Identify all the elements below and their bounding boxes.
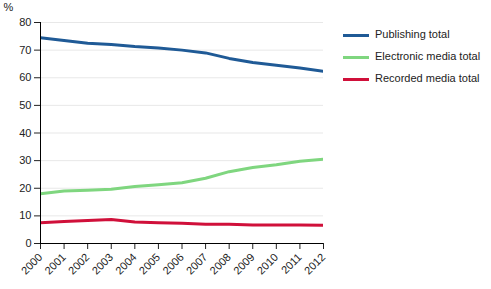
- svg-text:2008: 2008: [207, 251, 233, 277]
- svg-text:2004: 2004: [113, 251, 139, 277]
- svg-text:10: 10: [19, 209, 31, 221]
- svg-text:20: 20: [19, 182, 31, 194]
- svg-text:40: 40: [19, 127, 31, 139]
- svg-text:50: 50: [19, 99, 31, 111]
- svg-text:2001: 2001: [42, 251, 68, 277]
- svg-text:80: 80: [19, 16, 31, 28]
- html-text:Electronic media total: Electronic media total: [375, 50, 481, 62]
- svg-text:70: 70: [19, 44, 31, 56]
- svg-text:2010: 2010: [254, 251, 280, 277]
- svg-text:2007: 2007: [184, 251, 210, 277]
- svg-text:2000: 2000: [19, 251, 45, 277]
- svg-text:2009: 2009: [231, 251, 257, 277]
- svg-text:2011: 2011: [279, 251, 304, 276]
- html-text:Publishing total: Publishing total: [375, 28, 450, 40]
- svg-text:%: %: [4, 1, 14, 13]
- svg-text:2003: 2003: [89, 251, 115, 277]
- svg-text:2006: 2006: [160, 251, 186, 277]
- html-text:Recorded media total: Recorded media total: [375, 72, 480, 84]
- svg-text:30: 30: [19, 154, 31, 166]
- svg-text:0: 0: [25, 237, 31, 249]
- svg-text:60: 60: [19, 71, 31, 83]
- svg-text:2002: 2002: [66, 251, 92, 277]
- svg-text:2005: 2005: [137, 251, 163, 277]
- svg-text:2012: 2012: [302, 251, 328, 277]
